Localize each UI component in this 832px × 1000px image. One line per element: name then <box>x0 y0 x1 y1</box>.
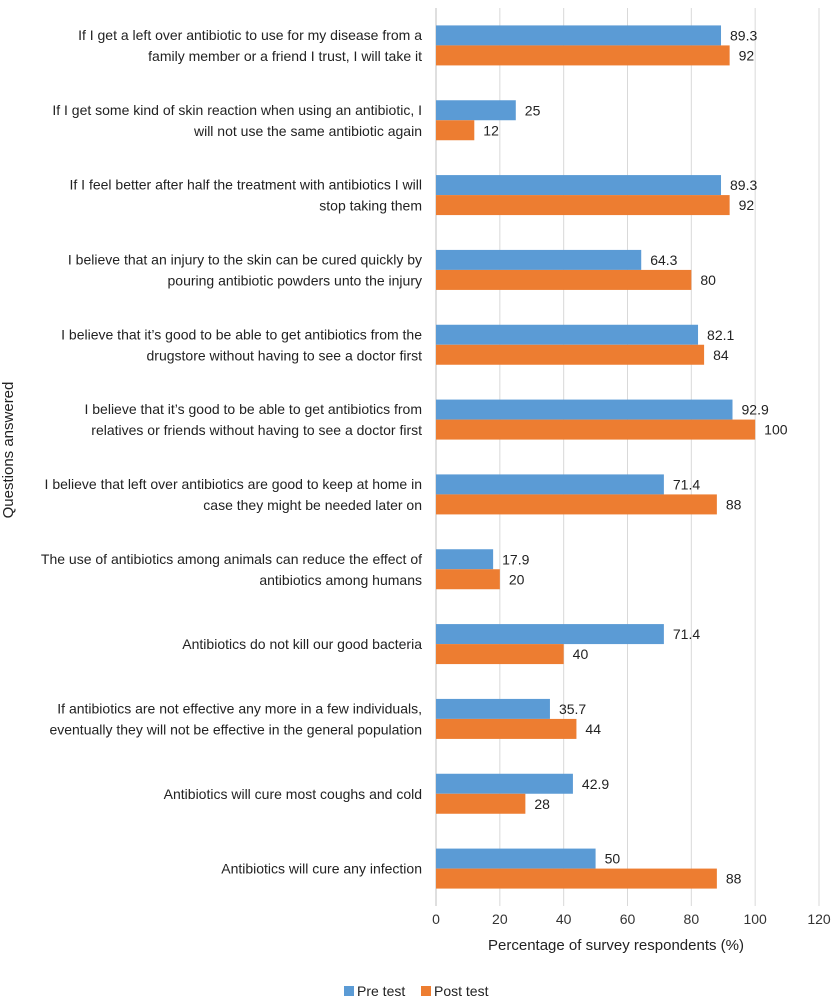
post-test-value-label: 12 <box>483 122 499 138</box>
x-tick-label: 40 <box>556 911 572 927</box>
post-test-bar <box>436 718 577 739</box>
legend-swatch-post-test <box>421 986 431 996</box>
pre-test-value-label: 92.9 <box>742 402 769 418</box>
category-label: If I get a left over antibiotic to use f… <box>78 27 422 43</box>
post-test-bar <box>436 344 705 365</box>
x-tick-label: 120 <box>807 911 831 927</box>
category-label: I believe that an injury to the skin can… <box>68 251 422 267</box>
post-test-value-label: 80 <box>700 272 716 288</box>
pre-test-bar <box>436 324 699 345</box>
pre-test-value-label: 35.7 <box>559 701 586 717</box>
category-label: Antibiotics will cure any infection <box>221 861 422 877</box>
category-label: stop taking them <box>319 198 422 214</box>
pre-test-bar <box>436 624 664 645</box>
pre-test-value-label: 71.4 <box>673 626 700 642</box>
post-test-value-label: 100 <box>764 422 788 438</box>
pre-test-bar <box>436 175 722 196</box>
pre-test-value-label: 64.3 <box>650 252 677 268</box>
category-labels: If I get a left over antibiotic to use f… <box>41 27 422 877</box>
pre-test-bar <box>436 25 722 46</box>
post-test-bar <box>436 419 756 440</box>
post-test-bar <box>436 494 717 515</box>
x-tick-label: 20 <box>492 911 508 927</box>
post-test-bar <box>436 793 526 814</box>
legend-label-pre-test: Pre test <box>357 983 405 999</box>
category-label: case they might be needed later on <box>203 497 422 513</box>
post-test-bar <box>436 269 692 290</box>
post-test-bar <box>436 45 730 66</box>
pre-test-bar <box>436 399 733 420</box>
pre-test-value-label: 25 <box>525 102 541 118</box>
category-label: family member or a friend I trust, I wil… <box>148 48 422 64</box>
post-test-value-label: 88 <box>726 871 742 887</box>
category-label: drugstore without having to see a doctor… <box>147 347 423 363</box>
category-label: Antibiotics do not kill our good bacteri… <box>182 636 422 652</box>
pre-test-value-label: 89.3 <box>730 27 757 43</box>
pre-test-value-label: 42.9 <box>582 776 609 792</box>
category-label: I believe that it’s good to be able to g… <box>61 326 422 342</box>
data-labels: 89.3 92 25 12 89.3 92 64.3 80 82.1 84 92.9 100 71.4 8… <box>483 27 787 886</box>
post-test-value-label: 20 <box>509 571 525 587</box>
pre-test-value-label: 89.3 <box>730 177 757 193</box>
post-test-value-label: 40 <box>573 646 589 662</box>
post-test-value-label: 44 <box>585 721 601 737</box>
pre-test-bar <box>436 698 550 719</box>
post-test-bar <box>436 569 500 590</box>
category-label: Antibiotics will cure most coughs and co… <box>164 786 422 802</box>
x-axis-label: Percentage of survey respondents (%) <box>488 937 744 954</box>
category-label: If I feel better after half the treatmen… <box>70 177 423 193</box>
x-tick-label: 80 <box>684 911 700 927</box>
x-tick-label: 0 <box>432 911 440 927</box>
x-tick-label: 60 <box>620 911 636 927</box>
category-label: I believe that left over antibiotics are… <box>45 476 422 492</box>
category-label: eventually they will not be effective in… <box>49 721 422 737</box>
category-label: antibiotics among humans <box>259 572 422 588</box>
pre-test-bar <box>436 249 642 270</box>
category-label: pouring antibiotic powders unto the inju… <box>168 272 423 288</box>
post-test-bar <box>436 644 564 665</box>
legend-swatch-pre-test <box>344 986 354 996</box>
pre-test-value-label: 82.1 <box>707 327 734 343</box>
pre-test-value-label: 17.9 <box>502 551 529 567</box>
post-test-value-label: 92 <box>739 47 755 63</box>
category-label: relatives or friends without having to s… <box>91 422 422 438</box>
gridlines <box>435 8 820 906</box>
legend: Pre test Post test <box>344 983 489 999</box>
category-label: If antibiotics are not effective any mor… <box>57 700 422 716</box>
pre-test-bar <box>436 100 516 121</box>
pre-test-bar <box>436 848 596 869</box>
pre-test-bar <box>436 773 573 794</box>
y-axis-label: Questions answered <box>0 382 17 519</box>
category-label: I believe that it’s good to be able to g… <box>84 401 422 417</box>
post-test-bar <box>436 195 730 216</box>
post-test-value-label: 28 <box>534 796 550 812</box>
post-test-bar <box>436 868 717 889</box>
post-test-value-label: 92 <box>739 197 755 213</box>
legend-label-post-test: Post test <box>434 983 489 999</box>
category-label: If I get some kind of skin reaction when… <box>52 102 422 118</box>
pre-test-value-label: 71.4 <box>673 476 700 492</box>
x-tick-label: 100 <box>743 911 767 927</box>
post-test-value-label: 88 <box>726 496 742 512</box>
bars <box>436 25 756 889</box>
pre-test-value-label: 50 <box>605 851 621 867</box>
category-label: The use of antibiotics among animals can… <box>41 551 422 567</box>
pre-test-bar <box>436 549 494 570</box>
category-label: will not use the same antibiotic again <box>193 123 422 139</box>
post-test-value-label: 84 <box>713 347 729 363</box>
post-test-bar <box>436 120 475 141</box>
pre-test-bar <box>436 474 664 495</box>
x-tick-labels: 0 20 40 60 80 100 120 <box>432 911 831 927</box>
